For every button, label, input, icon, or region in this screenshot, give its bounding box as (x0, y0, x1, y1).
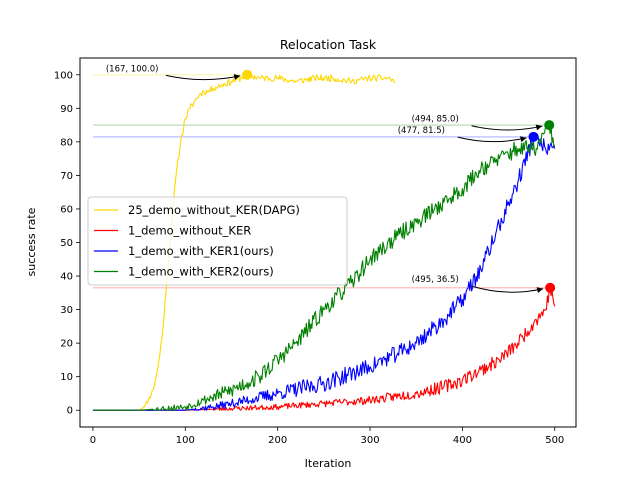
y-axis-label: success rate (25, 207, 38, 276)
x-tick-label: 0 (90, 435, 96, 446)
y-tick-label: 70 (60, 171, 73, 182)
chart-title: Relocation Task (280, 37, 377, 52)
arrow-head (519, 136, 527, 143)
arrow-head (233, 74, 241, 80)
x-axis-label: Iteration (305, 457, 352, 470)
x-axis: 0 100 200 300 400 500 (90, 427, 564, 446)
annotation-arrow (471, 125, 543, 131)
annotation-point (544, 120, 555, 131)
annotation-label: (477, 81.5) (398, 126, 445, 136)
y-tick-label: 0 (67, 406, 73, 417)
legend-label: 1_demo_with_KER1(ours) (128, 244, 274, 258)
annotation-arrow (165, 74, 241, 81)
y-tick-label: 80 (60, 137, 73, 148)
y-tick-label: 100 (54, 70, 73, 81)
legend-box (87, 196, 348, 286)
x-tick-label: 200 (268, 435, 287, 446)
y-tick-label: 40 (60, 272, 73, 283)
annotation-arrow (471, 285, 544, 293)
legend: 25_demo_without_KER(DAPG) 1_demo_without_… (87, 196, 348, 286)
legend-label: 25_demo_without_KER(DAPG) (128, 203, 300, 217)
x-tick-label: 100 (176, 435, 195, 446)
arrow-head (535, 124, 543, 131)
annotation-point (528, 131, 539, 142)
annotation-point (545, 282, 556, 293)
annotation-arrow (457, 136, 527, 143)
annotation-label: (495, 36.5) (412, 275, 459, 285)
annotation-label: (167, 100.0) (106, 64, 159, 74)
y-axis: 0 10 20 30 40 50 60 70 80 90 100 (54, 70, 80, 417)
plot-area: (167, 100.0) (494, 85.0)(477, 81.5) (495, … (92, 64, 556, 411)
annotation-point (242, 69, 253, 80)
x-tick-label: 400 (453, 435, 472, 446)
legend-label: 1_demo_without_KER (128, 224, 251, 238)
legend-label: 1_demo_with_KER2(ours) (128, 265, 274, 279)
x-tick-label: 300 (360, 435, 379, 446)
y-tick-label: 50 (60, 238, 73, 249)
x-tick-label: 500 (545, 435, 564, 446)
y-tick-label: 10 (60, 372, 73, 383)
y-tick-label: 60 (60, 204, 73, 215)
y-tick-label: 20 (60, 339, 73, 350)
series-line (92, 121, 556, 411)
arrow-head (536, 287, 544, 294)
y-tick-label: 90 (60, 104, 73, 115)
annotation-label: (494, 85.0) (412, 115, 459, 125)
y-tick-label: 30 (60, 305, 73, 316)
